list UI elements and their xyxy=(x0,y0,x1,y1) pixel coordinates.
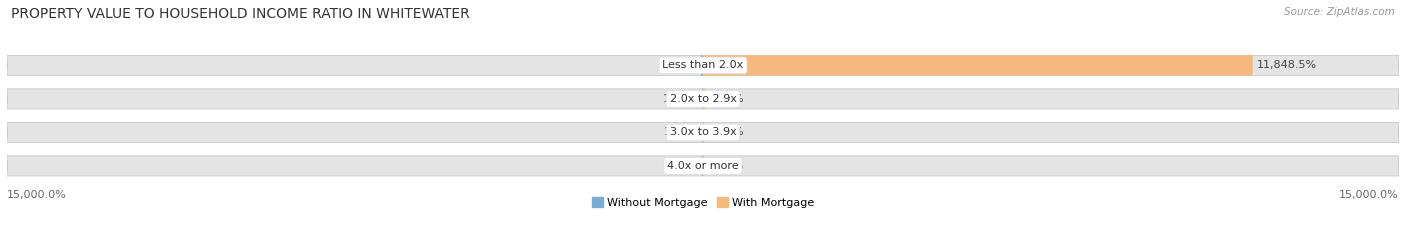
Text: 39.8%: 39.8% xyxy=(709,94,744,104)
FancyBboxPatch shape xyxy=(7,89,1399,109)
Text: 11,848.5%: 11,848.5% xyxy=(1257,60,1316,70)
FancyBboxPatch shape xyxy=(702,55,703,75)
Text: 15,000.0%: 15,000.0% xyxy=(1340,190,1399,200)
Text: 17.2%: 17.2% xyxy=(664,94,699,104)
FancyBboxPatch shape xyxy=(7,122,1399,142)
FancyBboxPatch shape xyxy=(7,55,1399,75)
Text: 29.1%: 29.1% xyxy=(709,127,744,137)
Text: 44.4%: 44.4% xyxy=(662,60,697,70)
Text: 3.0x to 3.9x: 3.0x to 3.9x xyxy=(669,127,737,137)
Legend: Without Mortgage, With Mortgage: Without Mortgage, With Mortgage xyxy=(588,193,818,212)
Text: 4.0x or more: 4.0x or more xyxy=(668,161,738,171)
Text: Source: ZipAtlas.com: Source: ZipAtlas.com xyxy=(1284,7,1395,17)
Text: Less than 2.0x: Less than 2.0x xyxy=(662,60,744,70)
Text: 15,000.0%: 15,000.0% xyxy=(7,190,66,200)
FancyBboxPatch shape xyxy=(703,55,1253,75)
Text: 10.1%: 10.1% xyxy=(664,127,699,137)
Text: PROPERTY VALUE TO HOUSEHOLD INCOME RATIO IN WHITEWATER: PROPERTY VALUE TO HOUSEHOLD INCOME RATIO… xyxy=(11,7,470,21)
FancyBboxPatch shape xyxy=(7,156,1399,176)
FancyBboxPatch shape xyxy=(703,89,704,109)
Text: 2.0x to 2.9x: 2.0x to 2.9x xyxy=(669,94,737,104)
Text: 22.4%: 22.4% xyxy=(707,161,744,171)
Text: 26.6%: 26.6% xyxy=(662,161,697,171)
